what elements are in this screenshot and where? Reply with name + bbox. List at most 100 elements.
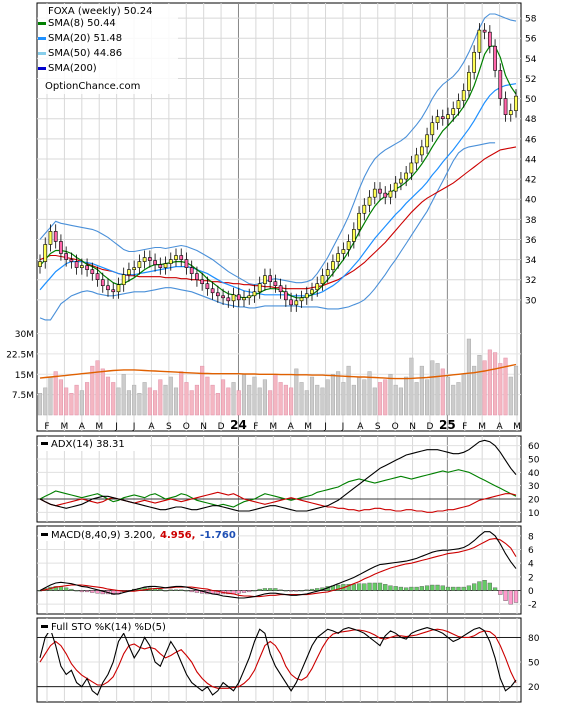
adx-y-axis-labels: 10 20 30 40 50 60 <box>528 442 540 519</box>
macd-histogram-bar <box>383 584 388 591</box>
price-y-tick-label: 48 <box>525 115 537 125</box>
stochastic-title: Full STO %K(14) %D(5) <box>51 622 166 633</box>
macd-histogram-bar <box>84 590 90 593</box>
candle-body <box>399 178 403 184</box>
candle-body <box>106 285 110 291</box>
price-y-tick-label: 58 <box>525 15 537 25</box>
candle-body <box>341 249 346 254</box>
macd-histogram-bar <box>163 590 168 592</box>
macd-histogram-bar <box>498 590 503 595</box>
candle-body <box>461 90 466 101</box>
macd-histogram-bar <box>194 590 200 593</box>
macd-histogram-bar <box>294 590 299 592</box>
macd-histogram-bar <box>388 585 393 591</box>
x-tick-label: N <box>200 422 207 432</box>
macd-histogram-bar <box>288 590 294 592</box>
volume-bar <box>513 365 519 416</box>
candle-body <box>184 259 189 268</box>
volume-bar <box>43 387 48 416</box>
volume-bar <box>325 379 330 416</box>
macd-histogram-bar <box>247 590 252 593</box>
y-tick-label: 20 <box>528 683 540 693</box>
candle-body <box>226 297 231 302</box>
volume-bar <box>377 382 383 416</box>
macd-histogram-bar <box>482 580 487 591</box>
volume-bars <box>37 338 519 416</box>
macd-line <box>39 531 517 599</box>
candle-body <box>372 188 377 198</box>
candle-body <box>362 204 367 214</box>
macd-histogram-bar <box>79 590 84 593</box>
candle-body <box>174 255 178 260</box>
macd-histogram-bar <box>508 590 513 605</box>
candle-body <box>383 192 388 198</box>
candle-body <box>357 212 361 230</box>
candle-body <box>367 196 372 206</box>
macd-histogram-bar <box>409 586 414 591</box>
volume-bar <box>419 365 424 416</box>
volume-bar <box>357 376 362 416</box>
volume-bar <box>247 384 252 416</box>
candle-body <box>435 116 440 124</box>
macd-histogram-bar <box>477 581 482 591</box>
candle-body <box>158 264 163 268</box>
volume-bar <box>299 382 304 416</box>
volume-bar <box>100 368 105 416</box>
volume-bar <box>493 352 498 416</box>
symbol-title: FOXA (weekly) 50.24 <box>48 6 152 17</box>
volume-bar <box>69 393 74 416</box>
volume-bar <box>351 384 356 416</box>
macd-histogram-bar <box>226 590 231 595</box>
macd-histogram-bar <box>351 584 356 591</box>
candle-body <box>210 288 215 294</box>
candle-body <box>451 108 456 115</box>
price-y-tick-label: 38 <box>525 216 537 226</box>
legend-label: SMA(20) 51.48 <box>48 33 122 44</box>
volume-bar <box>435 363 440 416</box>
volume-bar <box>414 382 419 416</box>
candle-body <box>487 31 492 47</box>
x-tick-label: M <box>61 422 69 432</box>
volume-y-tick-label: 15M <box>15 371 34 381</box>
price-y-tick-label: 42 <box>525 176 536 186</box>
candle-body <box>64 253 69 260</box>
volume-bar <box>236 390 241 416</box>
legend-background <box>38 4 178 94</box>
x-tick-label: D <box>426 422 433 432</box>
candle-body <box>236 294 241 301</box>
volume-bar <box>221 379 226 416</box>
candle-body <box>43 244 48 262</box>
volume-bar <box>257 387 262 416</box>
stochastic-lines <box>39 626 517 696</box>
candle-body <box>111 289 116 293</box>
candle-body <box>38 261 42 267</box>
volume-ma-line <box>39 363 517 380</box>
y-tick-label: 80 <box>528 634 540 644</box>
macd-panel: -2 0 2 4 6 8 MACD(8,40,9) 3.200, 4.956, -1.76… <box>36 525 537 615</box>
macd-histogram-bar <box>189 590 194 593</box>
candle-body <box>116 284 121 293</box>
price-y-tick-label: 34 <box>525 256 537 266</box>
stochastic-legend-background <box>38 619 188 633</box>
volume-bar <box>456 382 461 416</box>
x-tick-label: M <box>269 422 277 432</box>
volume-bar <box>372 387 377 416</box>
volume-bar <box>487 349 492 416</box>
price-y-tick-label: 30 <box>525 296 537 306</box>
macd-histogram-bar <box>461 586 466 591</box>
macd-histogram-bar <box>435 584 440 591</box>
volume-bar <box>126 390 131 416</box>
volume-bar <box>137 393 142 416</box>
plus-di-line <box>39 469 517 508</box>
macd-histogram-bar <box>268 588 273 591</box>
candle-body <box>231 294 236 302</box>
macd-histogram-value: -1.760 <box>200 530 236 541</box>
y-tick-label: 4 <box>528 560 534 570</box>
y-tick-label: 6 <box>528 546 534 556</box>
macd-histogram-bar <box>419 586 424 591</box>
volume-bar <box>346 365 351 416</box>
candle-body <box>419 146 424 156</box>
x-tick-label: S <box>375 422 381 432</box>
volume-bar <box>409 357 414 416</box>
